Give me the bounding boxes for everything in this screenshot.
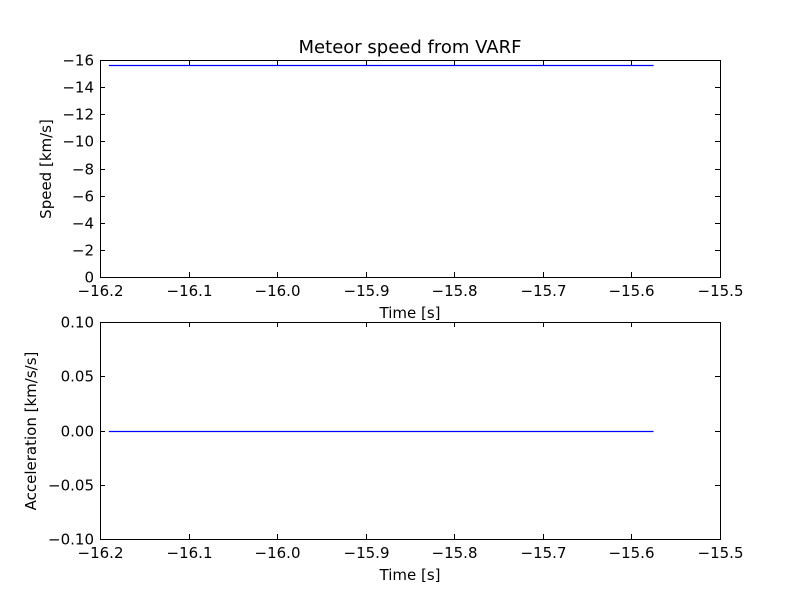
- speed-y-tick-label: −8: [72, 161, 94, 179]
- speed-y-tick-label: −16: [62, 52, 94, 70]
- acceleration-ticks: −16.2 −16.1 −16.0 −15.9 −15.8 −15.7 −15.6 −15.5…: [48, 314, 743, 563]
- speed-y-tick-label: −14: [62, 79, 94, 97]
- speed-x-tick-label: −15.9: [344, 282, 390, 300]
- acceleration-y-tick-label: −0.05: [48, 477, 94, 495]
- acceleration-x-tick-label: −15.5: [698, 544, 744, 562]
- speed-ticks: −16.2 −16.1 −16.0 −15.9 −15.8 −15.7 −15.6 −15.5…: [62, 52, 743, 301]
- speed-y-axis-label: Speed [km/s]: [37, 119, 55, 219]
- acceleration-x-tick-label: −16.2: [78, 544, 124, 562]
- acceleration-x-tick-label: −15.8: [432, 544, 478, 562]
- speed-y-tick-label: −10: [62, 133, 94, 151]
- speed-y-tick-label: −2: [72, 242, 94, 260]
- speed-x-tick-label: −16.2: [78, 282, 124, 300]
- speed-x-tick-label: −15.7: [521, 282, 567, 300]
- acceleration-x-tick-label: −15.7: [521, 544, 567, 562]
- speed-axes: −16.2 −16.1 −16.0 −15.9 −15.8 −15.7 −15.6 −15.5…: [37, 37, 743, 322]
- speed-y-tick-label: −6: [72, 188, 94, 206]
- acceleration-y-tick-label: 0.05: [61, 368, 94, 386]
- acceleration-x-axis-label: Time [s]: [379, 566, 441, 584]
- speed-plot-area: [100, 60, 721, 278]
- speed-x-tick-label: −15.5: [698, 282, 744, 300]
- acceleration-x-tick-label: −16.0: [255, 544, 301, 562]
- acceleration-y-axis-label: Acceleration [km/s/s]: [22, 352, 40, 511]
- acceleration-y-tick-label: −0.10: [48, 531, 94, 549]
- speed-x-tick-label: −15.6: [609, 282, 655, 300]
- acceleration-x-tick-label: −15.9: [344, 544, 390, 562]
- speed-y-tick-label: 0: [84, 269, 94, 287]
- speed-x-tick-label: −15.8: [432, 282, 478, 300]
- chart-title: Meteor speed from VARF: [299, 37, 522, 58]
- acceleration-x-tick-label: −15.6: [609, 544, 655, 562]
- speed-x-tick-label: −16.0: [255, 282, 301, 300]
- acceleration-y-tick-label: 0.00: [61, 423, 94, 441]
- speed-y-tick-label: −12: [62, 106, 94, 124]
- speed-x-axis-label: Time [s]: [379, 304, 441, 322]
- acceleration-axes: −16.2 −16.1 −16.0 −15.9 −15.8 −15.7 −15.6 −15.5…: [22, 314, 743, 585]
- acceleration-x-tick-label: −16.1: [167, 544, 213, 562]
- speed-y-tick-label: −4: [72, 215, 94, 233]
- speed-x-tick-label: −16.1: [167, 282, 213, 300]
- acceleration-y-tick-label: 0.10: [61, 314, 94, 332]
